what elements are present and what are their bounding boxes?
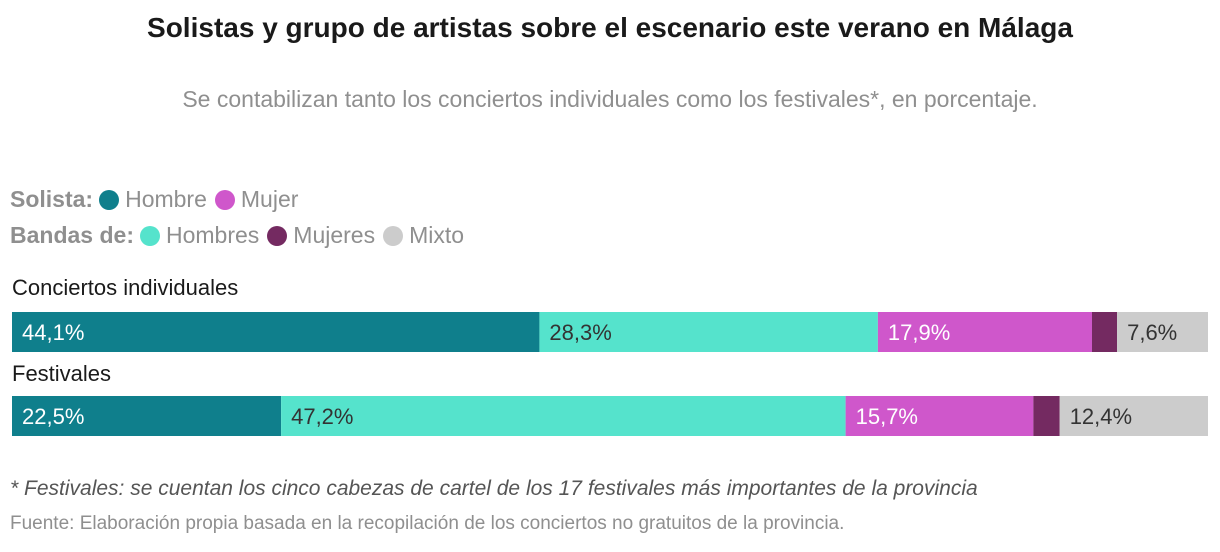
data-label-1-hombre: 22,5% xyxy=(22,404,84,429)
bar-0-hombres xyxy=(539,312,878,352)
legend-swatch-mujeres xyxy=(267,225,288,246)
row-label-conciertos-individuales: Conciertos individuales xyxy=(12,275,239,300)
bar-0-mixto xyxy=(1117,312,1208,352)
legend-text-hombres: Hombres xyxy=(165,222,260,248)
bar-0-mujer xyxy=(877,312,1092,352)
bar-1-hombre xyxy=(12,396,282,436)
legend-swatch-mujer xyxy=(214,189,235,210)
legend-bandas-label: Bandas de: xyxy=(10,222,134,248)
legend-item-mujer: Mujer xyxy=(214,186,299,213)
data-label-0-mujer: 17,9% xyxy=(888,320,950,345)
bar-1-hombres xyxy=(281,396,846,436)
bar-0-mujeres xyxy=(1091,312,1118,352)
chart-title: Solistas y grupo de artistas sobre el es… xyxy=(147,12,1073,43)
data-label-0-mixto: 7,6% xyxy=(1127,320,1177,345)
legend-solista-label: Solista: xyxy=(10,186,94,212)
legend-text-mixto: Mixto xyxy=(409,222,465,248)
footnote: * Festivales: se cuentan los cinco cabez… xyxy=(10,477,978,500)
legend-text-mujer: Mujer xyxy=(240,186,299,212)
data-label-0-hombres: 28,3% xyxy=(549,320,611,345)
data-label-1-hombres: 47,2% xyxy=(291,404,353,429)
bar-1-mujeres xyxy=(1033,396,1060,436)
source-note: Fuente: Elaboración propia basada en la … xyxy=(10,513,845,534)
legend-item-mujeres: Mujeres xyxy=(267,222,375,249)
data-label-1-mujer: 15,7% xyxy=(856,404,918,429)
legend-text-hombre: Hombre xyxy=(125,186,207,212)
legend-bandas: Bandas de: Hombres Mujeres Mixto xyxy=(10,222,472,249)
legend-text-mujeres: Mujeres xyxy=(293,222,376,248)
legend-item-hombre: Hombre xyxy=(99,186,207,213)
legend-item-mixto: Mixto xyxy=(383,222,464,249)
legend-item-hombres: Hombres xyxy=(139,222,260,249)
row-label-festivales: Festivales xyxy=(12,361,112,386)
bar-0-hombre xyxy=(12,312,540,352)
legend-swatch-hombre xyxy=(99,189,120,210)
bar-1-mujer xyxy=(845,396,1034,436)
bar-1-mixto xyxy=(1059,396,1208,436)
chart-subtitle: Se contabilizan tanto los conciertos ind… xyxy=(182,86,1038,112)
legend-swatch-mixto xyxy=(383,225,404,246)
legend-solista: Solista: Hombre Mujer xyxy=(10,186,306,213)
legend-swatch-hombres xyxy=(139,225,160,246)
data-label-0-hombre: 44,1% xyxy=(22,320,84,345)
data-label-1-mixto: 12,4% xyxy=(1070,404,1132,429)
